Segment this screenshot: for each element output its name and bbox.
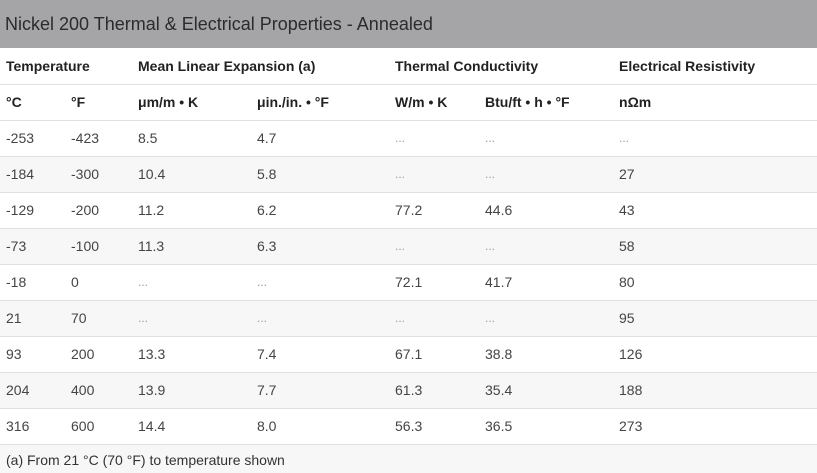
table-row: 93 200 13.3 7.4 67.1 38.8 126 [0, 336, 817, 372]
table-row: -253 -423 8.5 4.7......... [0, 120, 817, 156]
table-cell: -200 [71, 202, 100, 218]
table-cell: -253 [6, 130, 35, 146]
table-cell: 7.4 [257, 346, 277, 362]
table-cell: 70 [71, 310, 87, 326]
table-cell: ... [619, 131, 630, 145]
table-row: -18 0...... 72.1 41.7 80 [0, 264, 817, 300]
footnote: (a) From 21 °C (70 °F) to temperature sh… [0, 444, 817, 473]
table-cell: 10.4 [138, 166, 166, 182]
table-cell: 14.4 [138, 418, 166, 434]
header-temperature: Temperature [6, 57, 90, 74]
table-cell: 5.8 [257, 166, 277, 182]
table-cell: 6.3 [257, 238, 277, 254]
table-cell: 8.0 [257, 418, 277, 434]
table-cell: 27 [619, 166, 635, 182]
unit-conductivity-imperial: Btu/ft • h • °F [485, 94, 570, 110]
table-cell: -18 [6, 274, 27, 290]
table-cell: ... [485, 311, 496, 325]
table-cell: 38.8 [485, 346, 513, 362]
table-cell: 11.2 [138, 202, 165, 218]
table-cell: 13.9 [138, 382, 166, 398]
unit-expansion-imperial: μin./in. • °F [257, 94, 329, 110]
table-cell: -73 [6, 238, 27, 254]
table-cell: ... [395, 131, 406, 145]
unit-expansion-si: μm/m • K [138, 94, 199, 110]
table-cell: 43 [619, 202, 635, 218]
table-cell: 36.5 [485, 418, 513, 434]
unit-header-row: °C °F μm/m • K μin./in. • °F W/m • K Btu… [0, 84, 817, 120]
table-cell: 44.6 [485, 202, 513, 218]
table-cell: 4.7 [257, 130, 277, 146]
table-cell: 56.3 [395, 418, 423, 434]
table-cell: ... [485, 167, 496, 181]
header-thermal-conductivity: Thermal Conductivity [395, 57, 539, 74]
table-cell: -423 [71, 130, 100, 146]
table-cell: 273 [619, 418, 643, 434]
table-row: 21 70............ 95 [0, 300, 817, 336]
table-cell: 200 [71, 346, 95, 362]
table-cell: 58 [619, 238, 635, 254]
table-row: -73 -100 11.3 6.3...... 58 [0, 228, 817, 264]
table-cell: 8.5 [138, 130, 158, 146]
table-cell: ... [138, 275, 149, 289]
table-title: Nickel 200 Thermal & Electrical Properti… [0, 0, 817, 48]
table-cell: 6.2 [257, 202, 277, 218]
table-cell: 77.2 [395, 202, 423, 218]
table-cell: 126 [619, 346, 643, 362]
table-cell: 204 [6, 382, 30, 398]
table-cell: 188 [619, 382, 643, 398]
table-cell: ... [395, 311, 406, 325]
table-cell: ... [485, 239, 496, 253]
table-cell: -129 [6, 202, 35, 218]
header-electrical-resistivity: Electrical Resistivity [619, 57, 756, 74]
table-cell: -300 [71, 166, 100, 182]
table-cell: -100 [71, 238, 100, 254]
table-cell: ... [257, 275, 268, 289]
table-cell: 67.1 [395, 346, 423, 362]
table-cell: 600 [71, 418, 95, 434]
table-row: -129 -200 11.2 6.2 77.2 44.6 43 [0, 192, 817, 228]
table-cell: ... [395, 239, 406, 253]
table-cell: ... [395, 167, 406, 181]
table-cell: 61.3 [395, 382, 423, 398]
table-row: 204 400 13.9 7.7 61.3 35.4 188 [0, 372, 817, 408]
header-mean-linear-expansion: Mean Linear Expansion (a) [138, 57, 316, 74]
unit-celsius: °C [6, 94, 22, 110]
table-cell: 95 [619, 310, 635, 326]
properties-table: Temperature Mean Linear Expansion (a) Th… [0, 48, 817, 445]
table-cell: -184 [6, 166, 35, 182]
table-cell: ... [138, 311, 149, 325]
table-cell: 7.7 [257, 382, 277, 398]
table-cell: 11.3 [138, 238, 165, 254]
table-cell: 21 [6, 310, 22, 326]
table-cell: 72.1 [395, 274, 423, 290]
table-row: -184 -300 10.4 5.8...... 27 [0, 156, 817, 192]
group-header-row: Temperature Mean Linear Expansion (a) Th… [0, 48, 817, 84]
table-cell: 0 [71, 274, 79, 290]
unit-conductivity-si: W/m • K [395, 94, 448, 110]
table-row: 316 600 14.4 8.0 56.3 36.5 273 [0, 408, 817, 444]
unit-resistivity: nΩm [619, 94, 652, 110]
table-cell: 35.4 [485, 382, 513, 398]
unit-fahrenheit: °F [71, 94, 86, 110]
table-cell: 13.3 [138, 346, 166, 362]
table-cell: ... [485, 131, 496, 145]
table-cell: 316 [6, 418, 30, 434]
table-cell: 93 [6, 346, 22, 362]
table-cell: 80 [619, 274, 635, 290]
table-cell: 400 [71, 382, 95, 398]
table-cell: ... [257, 311, 268, 325]
table-body: -253 -423 8.5 4.7......... -184 -300 10.4 5.8..… [0, 120, 817, 444]
table-cell: 41.7 [485, 274, 513, 290]
